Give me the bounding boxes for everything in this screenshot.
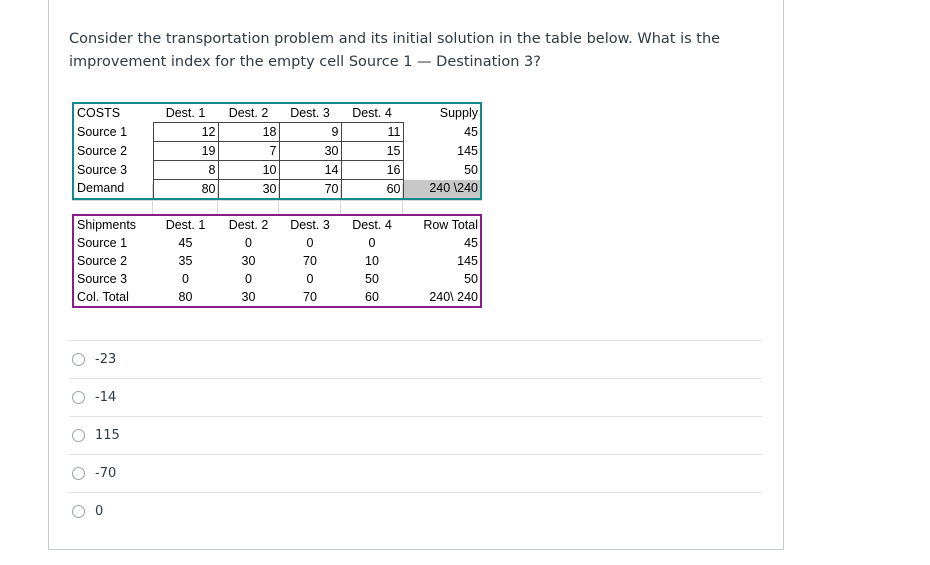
column-header: Dest. 4	[352, 217, 392, 232]
row-label: Source 3	[77, 162, 128, 177]
table-row: Source 3 0 0 0 50 50	[73, 270, 481, 288]
table-cell: 80	[152, 179, 219, 200]
column-header: Dest. 3	[290, 105, 330, 120]
column-header: Dest. 2	[228, 217, 269, 232]
answer-option[interactable]: -23	[69, 340, 762, 378]
table-cell: 45	[464, 235, 478, 250]
column-header: Dest. 1	[165, 105, 206, 120]
table-cell: 15	[340, 141, 404, 161]
answer-option-label: 0	[95, 504, 104, 519]
table-cell: 240 \240	[403, 179, 481, 199]
table-cell: 145	[457, 143, 478, 158]
spreadsheet-image: COSTS Dest. 1 Dest. 2 Dest. 3 Dest. 4 Su…	[72, 102, 484, 308]
row-label: Source 2	[77, 253, 128, 268]
table-row: Source 1 12 18 9 11 45	[73, 122, 481, 142]
table-cell: 19	[152, 141, 219, 161]
radio-button-icon[interactable]	[72, 391, 85, 404]
radio-button-icon[interactable]	[72, 353, 85, 366]
shipments-header-row: Shipments Dest. 1 Dest. 2 Dest. 3 Dest. …	[73, 215, 481, 234]
costs-header-row: COSTS Dest. 1 Dest. 2 Dest. 3 Dest. 4 Su…	[73, 103, 481, 123]
table-cell: 10	[217, 160, 280, 180]
column-header: Dest. 1	[165, 217, 206, 232]
row-label: Demand	[77, 181, 125, 196]
row-label: Source 2	[77, 143, 128, 158]
table-cell: 10	[365, 253, 379, 268]
table-cell: 70	[303, 253, 317, 268]
table-cell: 60	[340, 179, 404, 200]
table-cell: 35	[178, 253, 193, 268]
table-cell: 8	[152, 160, 219, 180]
table-cell: 14	[278, 160, 342, 180]
costs-table: COSTS Dest. 1 Dest. 2 Dest. 3 Dest. 4 Su…	[72, 102, 482, 200]
question-card	[48, 0, 784, 550]
costs-corner-label: COSTS	[77, 105, 121, 120]
answer-option-label: -23	[95, 352, 117, 367]
question-text: Consider the transportation problem and …	[69, 31, 721, 70]
table-row: Demand 80 30 70 60 240 \240	[73, 179, 481, 200]
table-cell: 30	[217, 179, 280, 200]
table-row: Source 1 45 0 0 0 45	[73, 234, 481, 252]
shipments-corner-label: Shipments	[77, 217, 137, 232]
row-label: Col. Total	[77, 289, 129, 304]
column-header: Supply	[439, 105, 478, 120]
row-label: Source 1	[77, 124, 128, 139]
table-cell: 80	[178, 289, 193, 304]
table-cell: 12	[152, 122, 219, 142]
table-cell: 0	[245, 271, 252, 286]
column-header: Dest. 4	[352, 105, 392, 120]
answer-option[interactable]: -14	[69, 378, 762, 416]
table-cell: 60	[365, 289, 379, 304]
table-row: Source 2 35 30 70 10 145	[73, 252, 481, 270]
table-cell: 11	[340, 122, 404, 142]
table-cell: 0	[306, 235, 314, 250]
answer-option[interactable]: 0	[69, 492, 762, 530]
shipments-table: Shipments Dest. 1 Dest. 2 Dest. 3 Dest. …	[72, 214, 482, 308]
table-cell: 45	[464, 124, 478, 139]
answer-option-label: -14	[95, 390, 117, 405]
table-row: Col. Total 80 30 70 60 240\ 240	[73, 288, 481, 307]
table-cell: 45	[178, 235, 193, 250]
table-cell: 240\ 240	[429, 289, 478, 304]
table-cell: 145	[457, 253, 478, 268]
answer-option[interactable]: 115	[69, 416, 762, 454]
row-label: Source 1	[77, 235, 128, 250]
table-cell: 30	[241, 289, 256, 304]
table-cell: 0	[182, 271, 189, 286]
radio-button-icon[interactable]	[72, 467, 85, 480]
table-cell: 50	[464, 162, 478, 177]
table-row: Source 2 19 7 30 15 145	[73, 141, 481, 161]
answer-option[interactable]: -70	[69, 454, 762, 492]
column-header: Dest. 3	[290, 217, 330, 232]
radio-button-icon[interactable]	[72, 429, 85, 442]
table-cell: 16	[340, 160, 404, 180]
table-cell: 9	[278, 122, 342, 142]
column-header: Row Total	[423, 217, 478, 232]
answer-option-label: 115	[95, 428, 120, 443]
table-cell: 70	[303, 289, 317, 304]
row-label: Source 3	[77, 271, 128, 286]
grid-line	[72, 200, 482, 201]
table-cell: 7	[217, 141, 280, 161]
answer-options: -23 -14 115 -70 0	[69, 340, 762, 530]
table-cell: 0	[368, 235, 376, 250]
table-cell: 70	[278, 179, 342, 200]
table-cell: 0	[306, 271, 314, 286]
table-cell: 18	[217, 122, 280, 142]
radio-button-icon[interactable]	[72, 505, 85, 518]
table-cell: 0	[245, 235, 252, 250]
table-row: Source 3 8 10 14 16 50	[73, 160, 481, 180]
column-header: Dest. 2	[228, 105, 269, 120]
table-cell: 50	[464, 271, 478, 286]
table-cell: 30	[241, 253, 256, 268]
table-cell: 50	[365, 271, 379, 286]
answer-option-label: -70	[95, 466, 117, 481]
table-cell: 30	[278, 141, 342, 161]
